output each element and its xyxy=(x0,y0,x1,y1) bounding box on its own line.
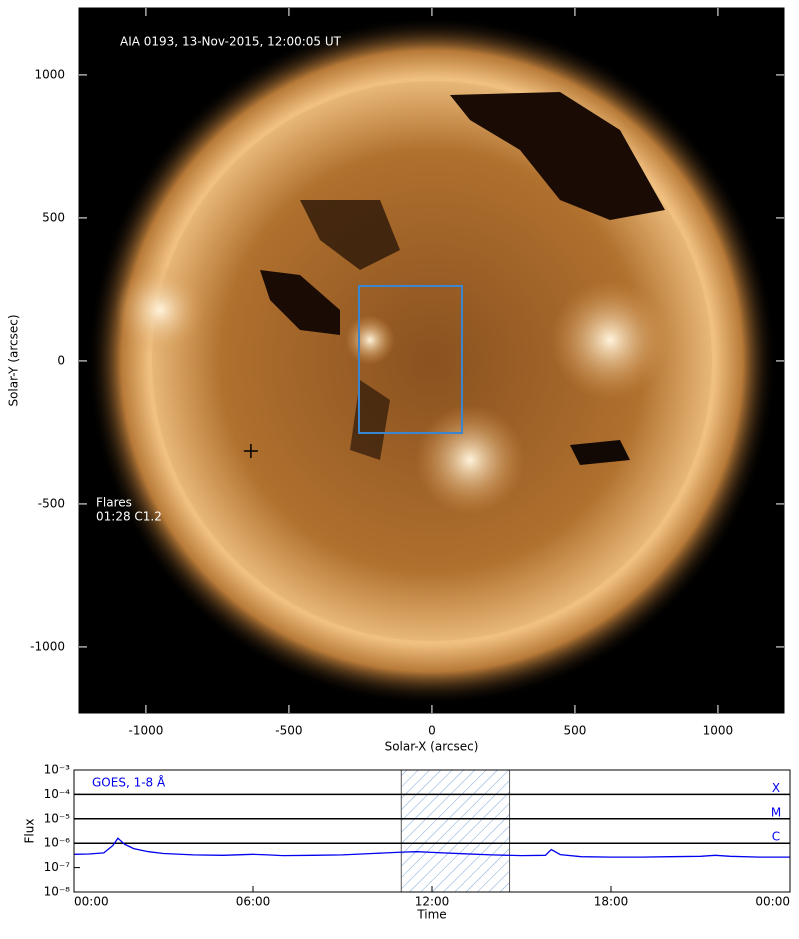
x-tick-label: 06:00 xyxy=(236,895,271,909)
y-axis-label: Solar-Y (arcsec) xyxy=(7,314,21,406)
y-axis-label: Flux xyxy=(23,819,37,844)
y-tick-label: -500 xyxy=(38,496,65,510)
y-tick-label: 10⁻⁸ xyxy=(44,885,71,899)
solar-image xyxy=(87,16,777,706)
y-tick-label: 10⁻³ xyxy=(44,763,71,777)
y-tick-label: 10⁻⁷ xyxy=(44,860,71,874)
x-tick-label: 500 xyxy=(563,724,586,738)
class-label: X xyxy=(772,781,780,795)
legend-label: GOES, 1-8 Å xyxy=(92,775,166,790)
x-tick-label: 00:00 xyxy=(755,895,790,909)
x-axis-label: Time xyxy=(416,908,446,922)
y-tick-label: 1000 xyxy=(34,67,65,81)
x-tick-label: 12:00 xyxy=(415,895,450,909)
x-tick-label: 0 xyxy=(428,724,436,738)
class-label: M xyxy=(771,805,781,819)
y-tick-label: 0 xyxy=(57,353,65,367)
annotation: Flares xyxy=(96,496,132,510)
x-tick-label: 1000 xyxy=(703,724,734,738)
goes-flux-line xyxy=(73,837,790,858)
y-tick-label: 10⁻⁶ xyxy=(44,836,71,850)
y-tick-label: 500 xyxy=(42,210,65,224)
x-tick-label: -500 xyxy=(275,724,302,738)
y-tick-label: 10⁻⁴ xyxy=(44,787,71,801)
class-label: C xyxy=(772,830,780,844)
y-tick-label: -1000 xyxy=(30,639,65,653)
flare-marker xyxy=(243,444,258,459)
y-tick-label: 10⁻⁵ xyxy=(44,811,71,825)
x-tick-label: 18:00 xyxy=(594,895,629,909)
annotation: 01:28 C1.2 xyxy=(96,510,162,524)
image-title: AIA 0193, 13-Nov-2015, 12:00:05 UT xyxy=(120,35,342,49)
roi-box xyxy=(357,284,463,435)
shaded-range xyxy=(400,769,511,893)
x-axis-label: Solar-X (arcsec) xyxy=(385,740,479,754)
x-tick-label: 00:00 xyxy=(74,895,109,909)
x-tick-label: -1000 xyxy=(128,724,163,738)
